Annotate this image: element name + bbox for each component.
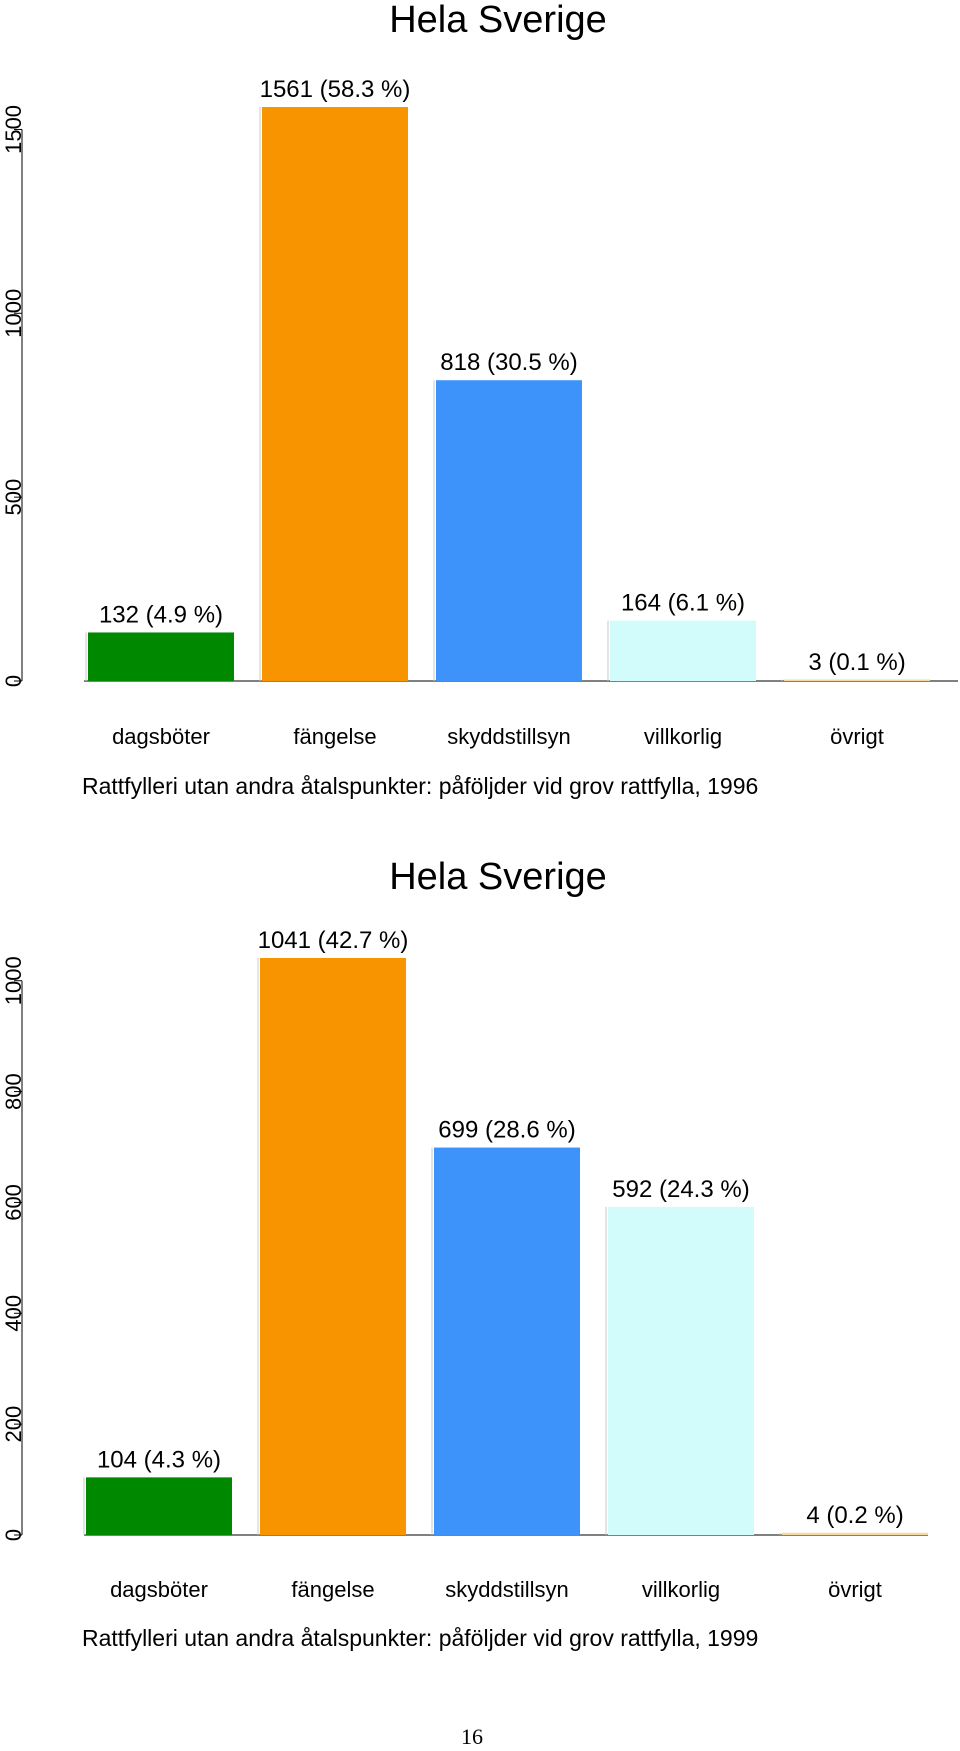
category-label: övrigt	[828, 1577, 882, 1602]
y-tick-label: 0	[1, 1529, 26, 1541]
y-tick-label: 1000	[1, 956, 26, 1005]
bar-villkorlig	[608, 1206, 754, 1535]
chart-caption: Rattfylleri utan andra åtalspunkter: påf…	[82, 773, 758, 799]
bar-övrigt	[784, 679, 930, 681]
y-tick-label: 500	[1, 479, 26, 516]
y-tick-label: 0	[1, 675, 26, 687]
category-label: dagsböter	[110, 1577, 208, 1602]
data-label: 818 (30.5 %)	[440, 349, 577, 376]
category-label: övrigt	[830, 724, 884, 749]
y-tick-label: 800	[1, 1073, 26, 1110]
category-label: skyddstillsyn	[447, 724, 570, 749]
data-label: 132 (4.9 %)	[99, 601, 223, 628]
category-label: fängelse	[291, 1577, 374, 1602]
chart-title: Hela Sverige	[389, 0, 607, 41]
data-label: 104 (4.3 %)	[97, 1446, 221, 1473]
y-tick-label: 1500	[1, 105, 26, 154]
y-tick-label: 200	[1, 1406, 26, 1443]
data-label: 592 (24.3 %)	[612, 1176, 749, 1203]
category-label: fängelse	[293, 724, 376, 749]
data-label: 699 (28.6 %)	[438, 1117, 575, 1144]
bar-fängelse	[262, 107, 408, 681]
page-number: 16	[461, 1724, 483, 1749]
category-label: villkorlig	[642, 1577, 720, 1602]
bar-dagsböter	[86, 1477, 232, 1535]
chart-caption: Rattfylleri utan andra åtalspunkter: påf…	[82, 1625, 758, 1651]
bar-dagsböter	[88, 632, 234, 681]
bar-övrigt	[782, 1532, 928, 1535]
y-tick-label: 400	[1, 1295, 26, 1332]
category-label: skyddstillsyn	[445, 1577, 568, 1602]
chart-1996: Hela Sverige 0 500 1000 1500 132 (4.9 %) dagsb…	[0, 0, 960, 820]
chart-1999: Hela Sverige 0 200 400 600 800 1000 104 (4.3 %)…	[0, 845, 960, 1675]
category-label: villkorlig	[644, 724, 722, 749]
bar-skyddstillsyn	[436, 380, 582, 681]
y-tick-label: 1000	[1, 289, 26, 338]
data-label: 4 (0.2 %)	[806, 1502, 903, 1529]
category-label: dagsböter	[112, 724, 210, 749]
bar-skyddstillsyn	[434, 1147, 580, 1535]
chart-title: Hela Sverige	[389, 856, 607, 898]
data-label: 1561 (58.3 %)	[260, 76, 411, 103]
data-label: 3 (0.1 %)	[808, 649, 905, 676]
chart-1996-svg: Hela Sverige 0 500 1000 1500 132 (4.9 %) dagsb…	[1, 0, 958, 799]
bar-fängelse	[260, 958, 406, 1535]
y-tick-label: 600	[1, 1184, 26, 1221]
data-label: 164 (6.1 %)	[621, 590, 745, 617]
bar-villkorlig	[610, 620, 756, 681]
chart-1999-svg: Hela Sverige 0 200 400 600 800 1000 104 (4.3 %)…	[1, 856, 928, 1651]
data-label: 1041 (42.7 %)	[258, 927, 409, 954]
